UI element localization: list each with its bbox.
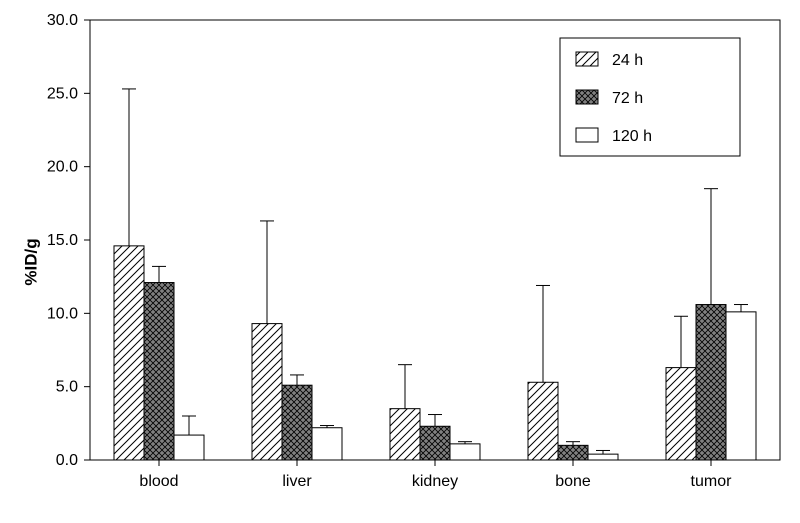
legend-label: 72 h — [612, 90, 643, 107]
x-category-label: liver — [282, 473, 312, 490]
x-category-label: tumor — [691, 473, 733, 490]
y-axis-label: %ID/g — [22, 238, 42, 285]
bar — [528, 382, 558, 460]
legend-swatch — [576, 52, 598, 66]
bar — [588, 454, 618, 460]
y-tick-label: 10.0 — [47, 305, 78, 322]
bar — [390, 409, 420, 460]
bar — [282, 385, 312, 460]
biodistribution-chart: %ID/g 0.0 5.0 10.0 15.0 20.0 25.0 30.0 blood liv… — [0, 0, 800, 523]
y-tick-label: 20.0 — [47, 159, 78, 176]
x-category-label: blood — [139, 473, 178, 490]
y-tick-label: 0.0 — [56, 452, 78, 469]
bar — [144, 283, 174, 460]
bar — [666, 368, 696, 460]
bar — [252, 324, 282, 460]
bar — [174, 435, 204, 460]
legend-swatch — [576, 90, 598, 104]
bar — [558, 445, 588, 460]
chart-svg: 0.0 5.0 10.0 15.0 20.0 25.0 30.0 blood liver kidn… — [0, 0, 800, 523]
bar — [114, 246, 144, 460]
y-tick-label: 5.0 — [56, 379, 78, 396]
y-tick-label: 25.0 — [47, 85, 78, 102]
bar — [420, 426, 450, 460]
y-tick-label: 15.0 — [47, 232, 78, 249]
legend-label: 24 h — [612, 52, 643, 69]
bar — [726, 312, 756, 460]
bar — [450, 444, 480, 460]
y-tick-label: 30.0 — [47, 12, 78, 29]
legend-label: 120 h — [612, 128, 652, 145]
bar — [696, 305, 726, 460]
legend-swatch — [576, 128, 598, 142]
x-category-label: kidney — [412, 473, 458, 490]
x-category-label: bone — [555, 473, 591, 490]
bar — [312, 428, 342, 460]
